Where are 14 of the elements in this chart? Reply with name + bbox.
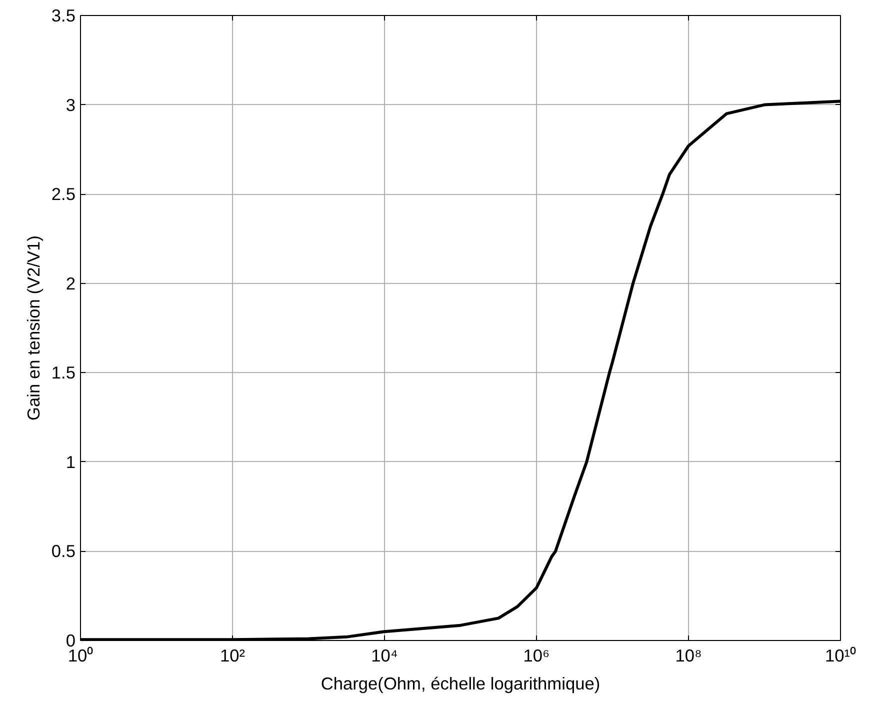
y-tick-label: 3 [66,94,76,115]
y-tick-label: 1 [66,452,76,472]
y-tick-label: 2 [66,273,76,294]
y-tick-label: 1.5 [51,362,76,383]
x-tick-label: 10¹⁰ [824,646,856,666]
y-tick-label: 2.5 [51,184,76,204]
x-tick-label: 10² [220,646,246,666]
x-tick-label: 10⁴ [371,646,398,666]
y-axis-title: Gain en tension (V2/V1) [23,236,44,420]
y-tick-label: 0.5 [51,541,76,562]
y-tick-label: 3.5 [51,6,76,26]
x-tick-label: 10⁶ [523,646,550,666]
x-axis-title: Charge(Ohm, échelle logarithmique) [320,674,600,694]
x-tick-label: 10⁸ [675,646,702,666]
